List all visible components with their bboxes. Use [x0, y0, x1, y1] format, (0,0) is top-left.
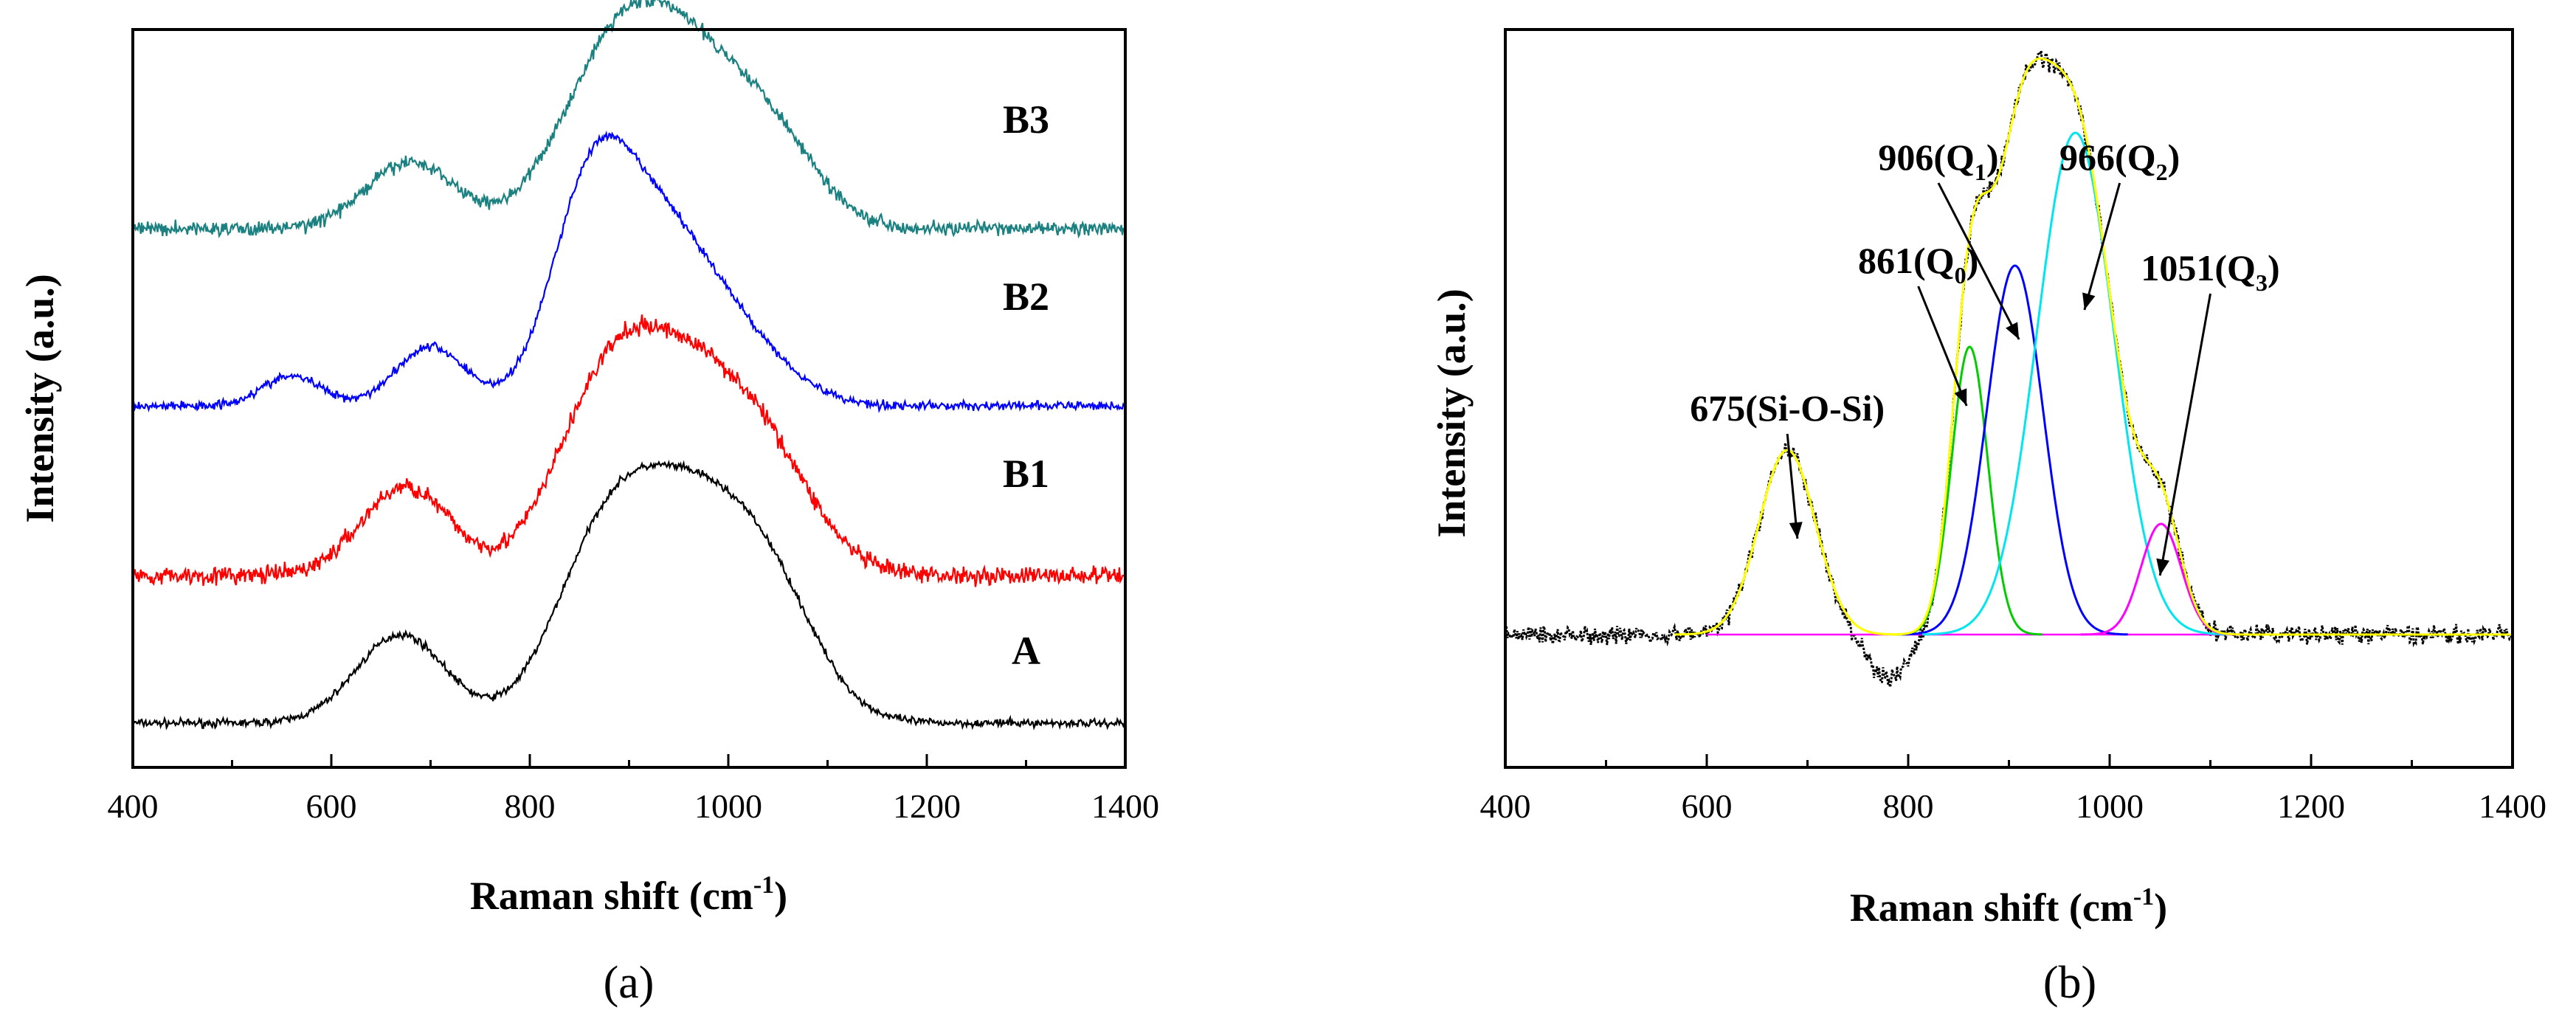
x-tick-label: 1200 — [893, 787, 961, 825]
panel-b-annotations: 675(Si-O-Si) 861(Q0) 906(Q1) 966(Q2) 1051(Q3… — [1690, 137, 2280, 576]
annotation-arrow-line — [2158, 293, 2211, 576]
panel-b-x-ticks: 400 600 800 1000 1200 1400 — [1480, 754, 2546, 825]
x-tick-label: 1400 — [2479, 787, 2546, 825]
x-tick-label: 600 — [306, 787, 357, 825]
panel-a-x-axis-label: Raman shift (cm-1) — [470, 871, 787, 918]
annotation-arrow-head — [2156, 558, 2169, 576]
annotation-arrow-line — [1937, 182, 2020, 340]
peak-annotation: 966(Q2) — [2059, 137, 2180, 185]
series-label-b2: B2 — [1003, 274, 1049, 319]
series-line-b1 — [131, 314, 1126, 587]
peak-annotation: 1051(Q3) — [2141, 247, 2279, 296]
panel-a-y-axis-label: Intensity (a.u.) — [18, 274, 62, 523]
annotation-arrow-line — [1786, 433, 1799, 539]
x-tick-label: 800 — [1883, 787, 1934, 825]
peak-annotation: 861(Q0) — [1858, 240, 1978, 289]
x-tick-label: 600 — [1682, 787, 1733, 825]
series-line-a — [132, 460, 1126, 730]
fit-component-906 — [1902, 264, 2128, 636]
annotation-arrow-line — [1917, 286, 1968, 407]
peak-annotation: 906(Q1) — [1878, 137, 1998, 185]
annotation-arrow-head — [1789, 522, 1803, 539]
series-line-b2 — [132, 130, 1126, 413]
x-tick-label: 400 — [108, 787, 159, 825]
series-label-a: A — [1012, 629, 1040, 673]
x-tick-label: 400 — [1480, 787, 1531, 825]
panel-b-caption: (b) — [2043, 958, 2096, 1008]
panel-a-series-labels: A B1 B2 B3 — [1003, 97, 1049, 673]
x-tick-label: 1000 — [2076, 787, 2144, 825]
x-tick-label: 1200 — [2277, 787, 2345, 825]
annotation-arrow-head — [1954, 388, 1967, 406]
peak-annotation: 675(Si-O-Si) — [1690, 387, 1885, 429]
annotation-arrow-head — [2006, 322, 2020, 339]
x-tick-label: 800 — [505, 787, 556, 825]
panel-b-series — [1504, 49, 2513, 688]
fit-envelope — [1706, 57, 2513, 636]
panel-b-y-axis-label: Intensity (a.u.) — [1429, 289, 1474, 538]
x-tick-label: 1000 — [694, 787, 762, 825]
annotation-arrow-head — [2082, 292, 2096, 310]
panel-b: 400 600 800 1000 1200 1400 675(Si-O-Si) 861(Q0… — [1429, 28, 2546, 1008]
x-tick-label: 1400 — [1091, 787, 1159, 825]
panel-a-x-ticks: 400 600 800 1000 1200 1400 — [108, 754, 1159, 825]
fit-component-966 — [1921, 131, 2229, 636]
series-line-b3 — [131, 0, 1126, 239]
panel-a: 400 600 800 1000 1200 1400 A B1 B2 B3 Raman shif… — [18, 0, 1159, 1008]
series-label-b3: B3 — [1003, 97, 1049, 142]
panel-a-series — [131, 0, 1126, 730]
panel-a-caption: (a) — [604, 958, 655, 1008]
series-label-b1: B1 — [1003, 452, 1049, 496]
panel-b-x-axis-label: Raman shift (cm-1) — [1850, 883, 2167, 930]
annotation-arrow-line — [2083, 182, 2121, 311]
